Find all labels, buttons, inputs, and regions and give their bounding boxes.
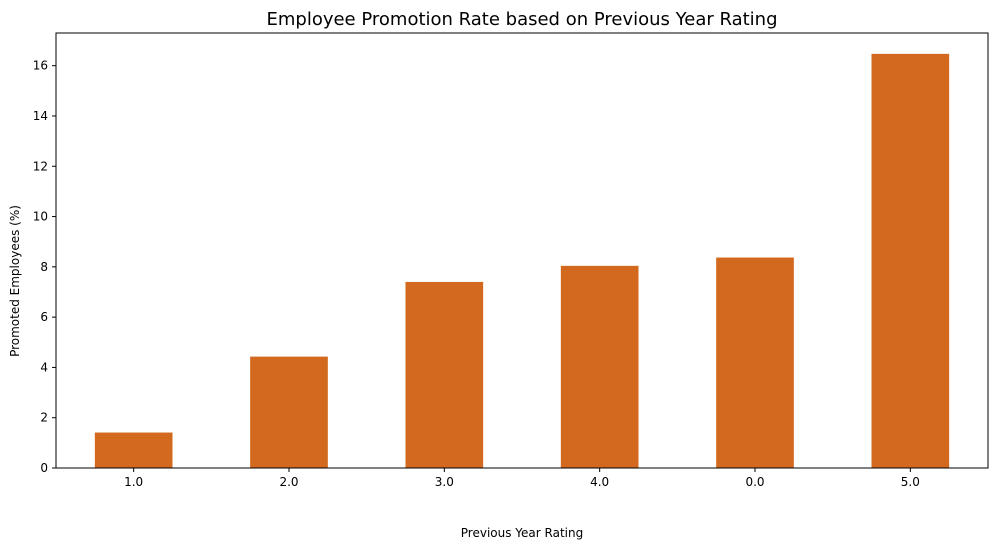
ticks-layer: 1.0 2.0 3.0 4.0 0.0 5.0 0 2 4 6 8 10 12 14 16 xyxy=(33,59,920,489)
x-tick-label: 3.0 xyxy=(435,475,454,489)
y-tick-label: 12 xyxy=(33,159,48,173)
chart-title: Employee Promotion Rate based on Previou… xyxy=(266,9,777,30)
bar-5-0 xyxy=(871,53,950,469)
bar-2-0 xyxy=(250,356,328,468)
y-tick-label: 8 xyxy=(40,260,48,274)
bar-3-0 xyxy=(405,281,484,468)
axes-layer xyxy=(55,32,989,469)
y-tick-label: 2 xyxy=(40,411,48,425)
x-tick-label: 5.0 xyxy=(901,475,920,489)
bars-layer xyxy=(94,53,950,469)
y-tick-label: 6 xyxy=(40,310,48,324)
y-tick-label: 0 xyxy=(40,461,48,475)
bar-0-0 xyxy=(716,257,794,468)
y-tick-label: 10 xyxy=(33,210,48,224)
plot-frame xyxy=(55,32,989,469)
y-axis-title: Promoted Employees (%) xyxy=(8,205,22,357)
y-tick-label: 16 xyxy=(33,59,48,73)
x-tick-label: 2.0 xyxy=(279,475,298,489)
bar-1-0 xyxy=(94,432,173,468)
x-tick-label: 1.0 xyxy=(124,475,143,489)
y-tick-label: 14 xyxy=(33,109,48,123)
y-tick-label: 4 xyxy=(40,360,48,374)
x-tick-label: 0.0 xyxy=(745,475,764,489)
bar-4-0 xyxy=(560,265,639,468)
x-tick-label: 4.0 xyxy=(590,475,609,489)
x-axis-title: Previous Year Rating xyxy=(461,526,583,540)
